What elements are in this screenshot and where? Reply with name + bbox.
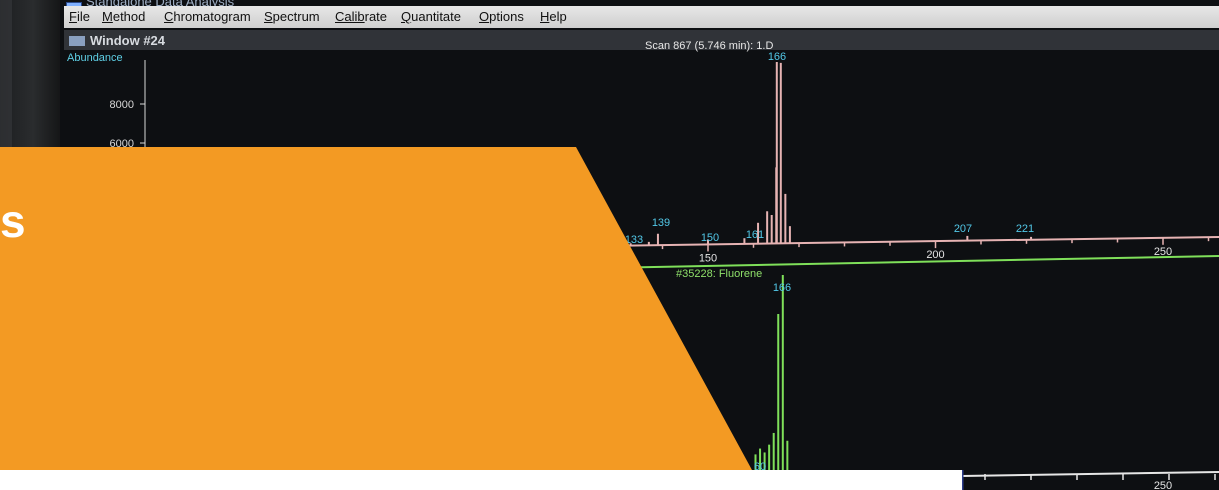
menu-item-spectrum[interactable]: Spectrum: [264, 9, 320, 24]
menu-item-label: hromatogram: [173, 9, 251, 24]
x-axis-bottom: [961, 471, 1219, 477]
menu-item-label: ptions: [489, 9, 524, 24]
scan-title: Scan 867 (5.746 min): 1.D: [645, 40, 774, 52]
peak-label: 150: [701, 232, 719, 244]
menu-item-mnemonic: Q: [401, 9, 412, 24]
menu-item-mnemonic: O: [479, 9, 490, 24]
y-axis-label: Abundance: [67, 52, 123, 64]
menu-item-options[interactable]: Options: [479, 9, 524, 24]
y-tick-label: 6000: [110, 138, 134, 150]
x-tick-label: 150: [699, 252, 717, 264]
footer-strip: [0, 470, 962, 490]
menu-item-mnemonic: C: [164, 9, 174, 24]
library-peak-label: 166: [773, 282, 791, 294]
bottom-axis-area: [962, 468, 1219, 490]
menu-item-label: pectrum: [272, 9, 320, 24]
menu-item-chromatogram[interactable]: Chromatogram: [164, 9, 251, 24]
app-title: Standalone Data Analysis: [86, 0, 235, 9]
menu-item-quantitate[interactable]: Quantitate: [401, 9, 461, 24]
peak-label: 207: [954, 223, 972, 235]
banner-letter: s: [0, 195, 26, 247]
y-tick-label: 8000: [110, 99, 134, 111]
library-title: #35228: Fluorene: [676, 268, 763, 280]
window-title: Window #24: [90, 33, 166, 48]
peak-label: 139: [652, 217, 670, 229]
menu-item-mnemonic: S: [264, 9, 273, 24]
x-tick-label-bottom: 250: [1154, 480, 1172, 490]
menu-item-calibrate[interactable]: Calibrate: [335, 9, 387, 24]
menu-item-mnemonic: Calib: [335, 9, 365, 24]
menu-bar: [64, 6, 1219, 28]
window-header[interactable]: [64, 30, 1219, 50]
menu-item-label: ethod: [112, 9, 146, 24]
menu-item-file[interactable]: File: [69, 9, 90, 24]
x-tick-label: 250: [1154, 246, 1172, 258]
peak-label: 133: [625, 234, 643, 246]
window-icon[interactable]: [69, 36, 85, 46]
panel-separator: [599, 255, 1219, 269]
menu-item-label: uantitate: [411, 9, 461, 24]
menu-item-label: ile: [76, 9, 90, 24]
peak-label: 161: [746, 229, 764, 241]
menu-item-method[interactable]: Method: [102, 9, 145, 24]
peak-label: 221: [1016, 223, 1034, 235]
x-tick-label: 200: [926, 249, 944, 261]
menu-item-mnemonic: H: [540, 9, 550, 24]
menu-item-help[interactable]: Help: [540, 9, 567, 24]
menu-item-label: elp: [549, 9, 567, 24]
menu-item-label: rate: [364, 9, 388, 24]
menu-item-mnemonic: M: [102, 9, 113, 24]
x-axis-top: [599, 236, 1219, 247]
menu-item-mnemonic: F: [69, 9, 77, 24]
peak-label: 166: [768, 51, 786, 63]
